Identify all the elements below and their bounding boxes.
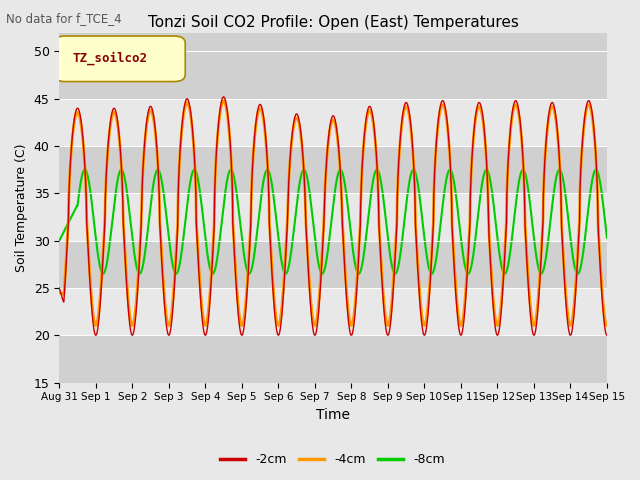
Legend: -2cm, -4cm, -8cm: -2cm, -4cm, -8cm xyxy=(216,448,450,471)
Bar xyxy=(60,288,607,335)
Text: No data for f_TCE_4: No data for f_TCE_4 xyxy=(6,12,122,25)
X-axis label: Time: Time xyxy=(316,408,350,422)
Bar xyxy=(60,51,607,99)
Bar xyxy=(60,240,607,288)
Title: Tonzi Soil CO2 Profile: Open (East) Temperatures: Tonzi Soil CO2 Profile: Open (East) Temp… xyxy=(148,15,518,30)
Bar xyxy=(60,335,607,383)
FancyBboxPatch shape xyxy=(54,36,185,82)
Bar xyxy=(60,146,607,193)
Bar xyxy=(60,99,607,146)
Bar xyxy=(60,193,607,240)
Y-axis label: Soil Temperature (C): Soil Temperature (C) xyxy=(15,144,28,272)
Text: TZ_soilco2: TZ_soilco2 xyxy=(73,52,148,65)
